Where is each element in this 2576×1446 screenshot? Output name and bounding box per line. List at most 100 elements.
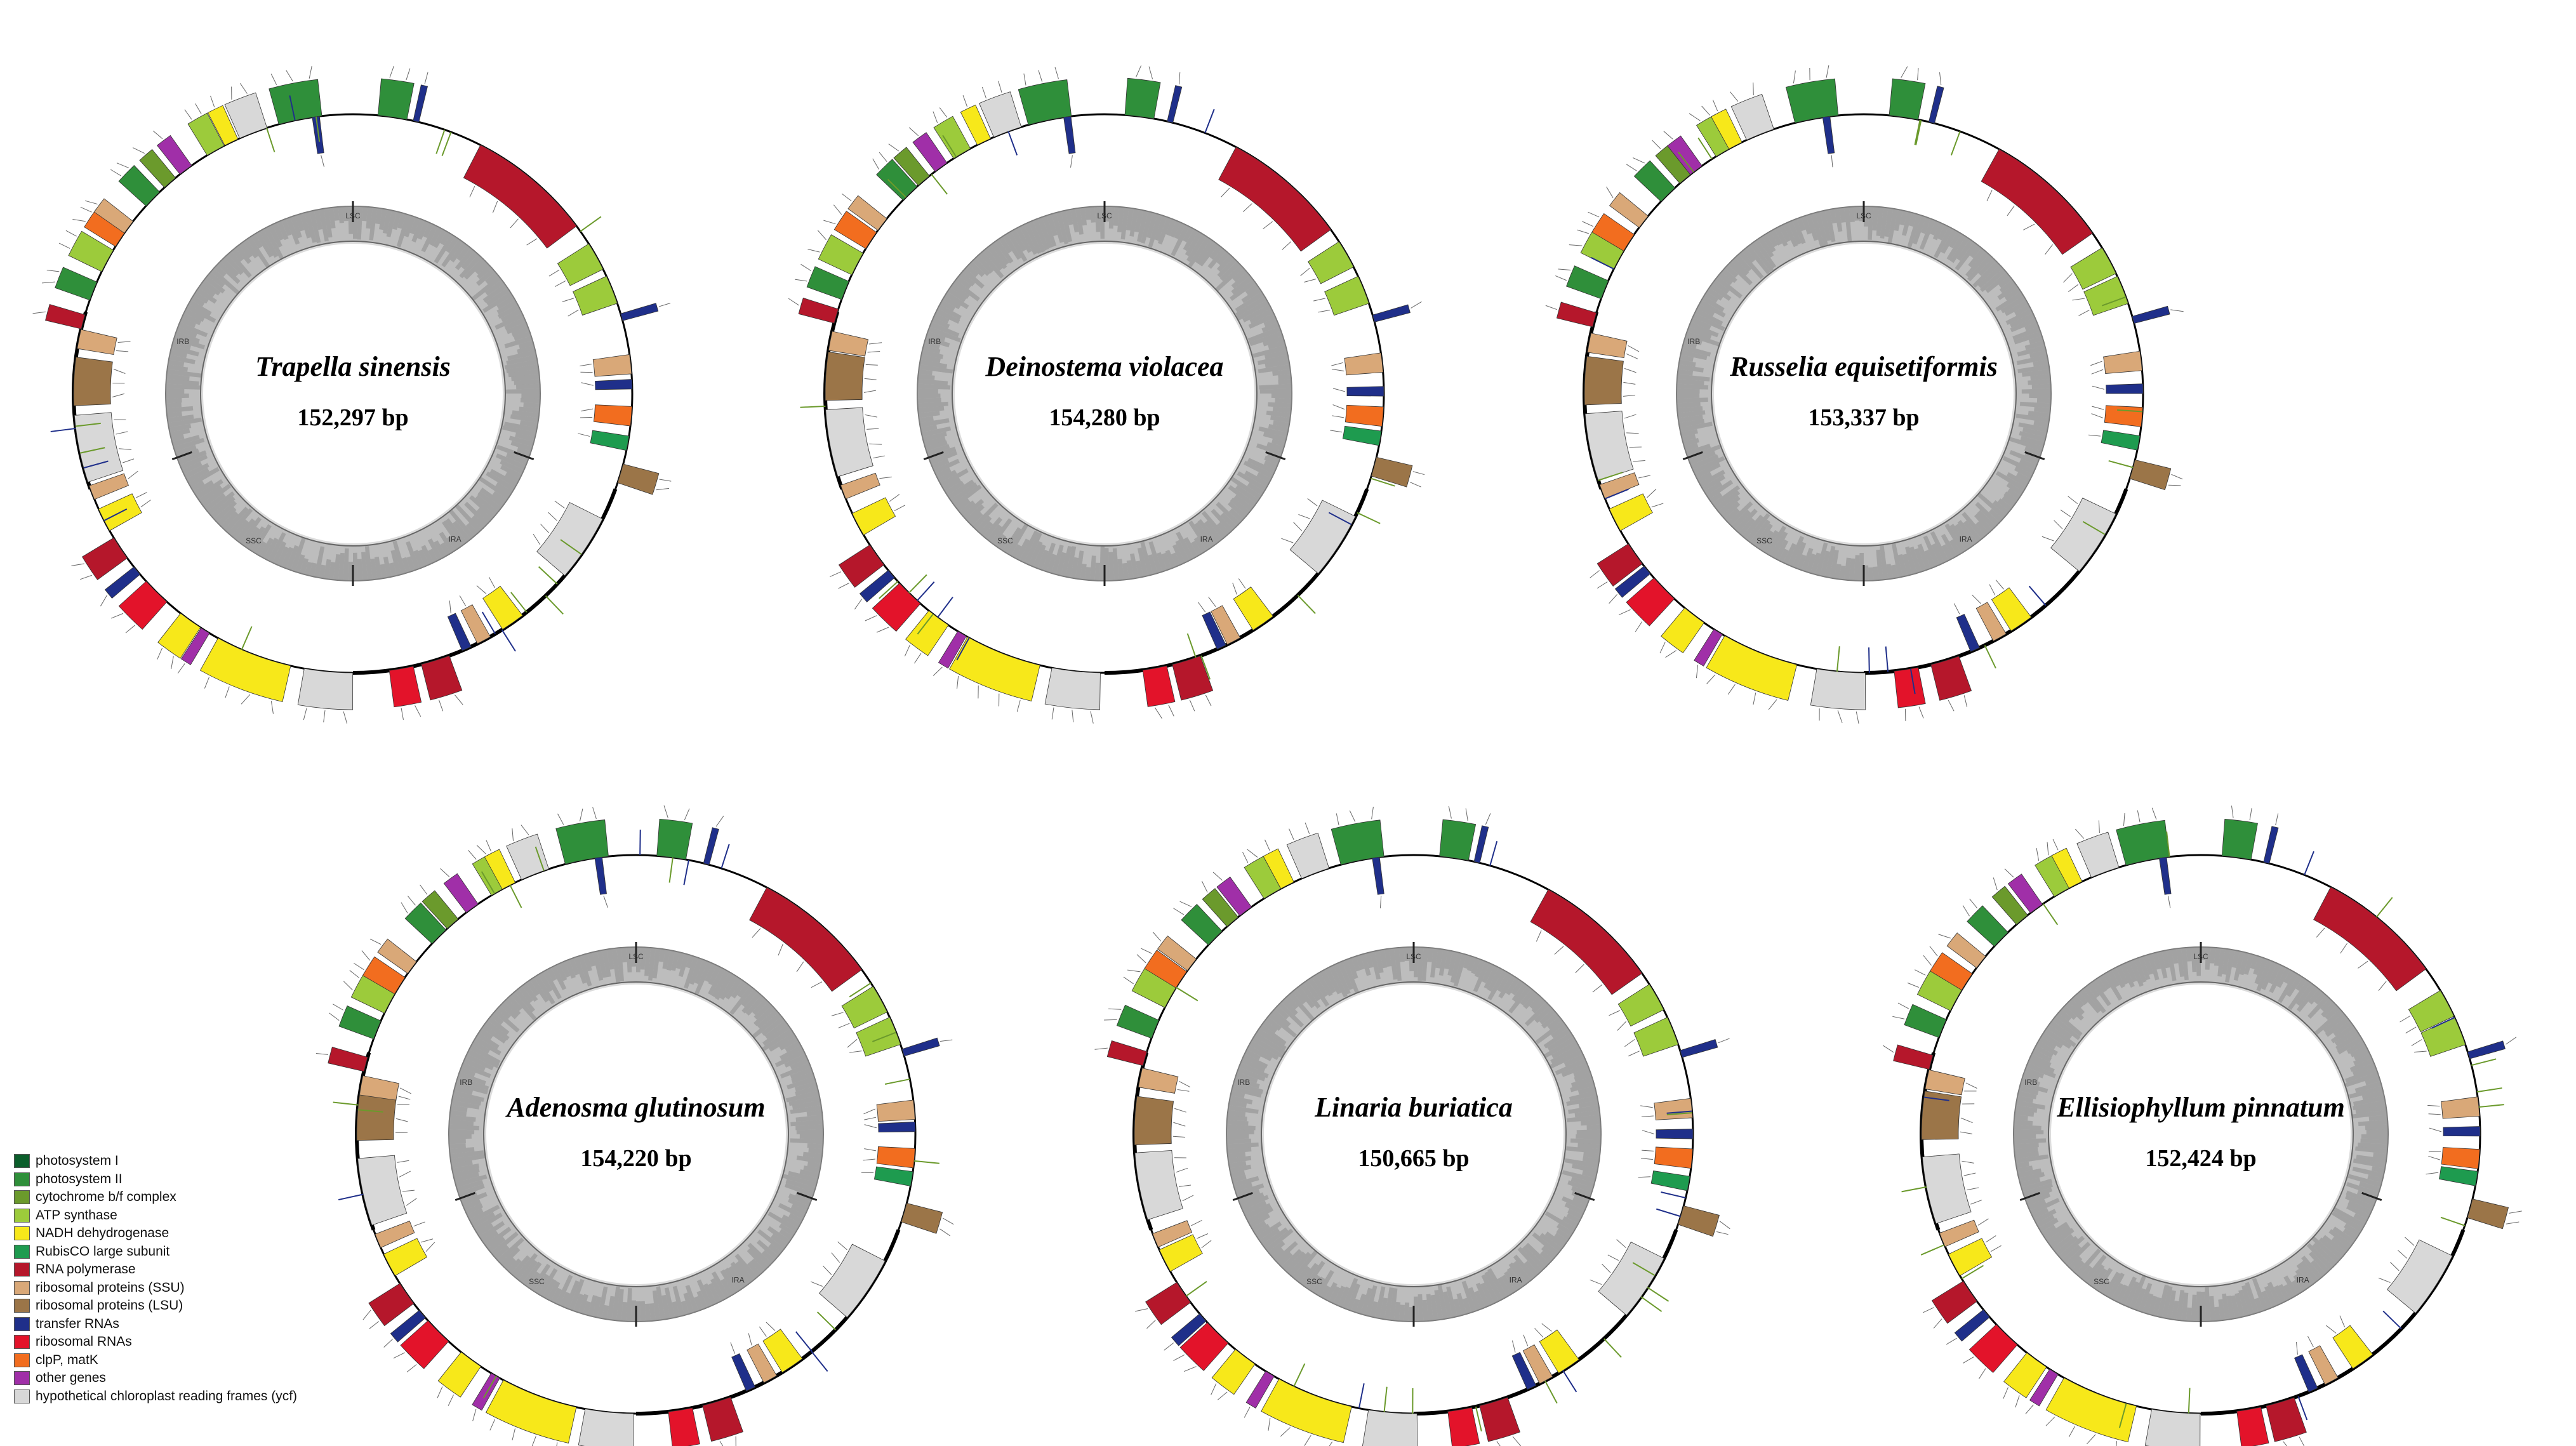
gc-bar <box>1296 1266 1311 1283</box>
gene-block <box>893 147 930 186</box>
gene-leader-line <box>389 65 394 78</box>
gc-bar <box>286 545 299 571</box>
gc-bar <box>455 1174 488 1188</box>
gc-bar <box>806 1110 823 1117</box>
gc-bar <box>2029 1198 2060 1216</box>
gc-bar <box>551 1287 562 1304</box>
gene-block <box>2386 1239 2453 1314</box>
gc-bar <box>1229 1095 1253 1104</box>
gc-bar <box>1551 1024 1569 1038</box>
gene-leader-line <box>2003 1387 2008 1399</box>
gc-bar <box>2061 1244 2081 1264</box>
gc-bar <box>490 1012 504 1025</box>
gc-bar <box>1244 470 1270 488</box>
gc-bar <box>1578 1100 1599 1108</box>
gc-bar <box>1226 1119 1249 1126</box>
gc-bar <box>482 291 513 313</box>
gc-bar <box>1122 562 1129 580</box>
gc-bar <box>2334 1028 2358 1046</box>
gene-leader-line <box>957 675 959 689</box>
gene-leader-line <box>748 1333 752 1346</box>
trna-tick <box>2082 521 2106 535</box>
gc-bar <box>1426 1294 1433 1322</box>
gc-bar <box>1176 531 1194 560</box>
gc-bar <box>169 428 190 437</box>
gene-leader-line <box>526 238 538 246</box>
gc-bar <box>1834 208 1843 232</box>
gc-bar <box>2004 287 2021 301</box>
gene-block <box>1018 79 1072 126</box>
gc-bar <box>1839 207 1846 223</box>
gc-bar <box>508 369 540 378</box>
gc-bar <box>1266 442 1284 452</box>
gc-bar <box>404 215 416 237</box>
gc-bar <box>1228 485 1256 508</box>
gc-bar <box>728 1266 747 1289</box>
gene-block <box>1233 587 1274 631</box>
gc-bar <box>1193 536 1207 554</box>
legend-label: photosystem I <box>36 1153 119 1169</box>
gene-block <box>388 666 422 708</box>
trna-tick <box>800 405 826 408</box>
gc-bar <box>747 1242 772 1267</box>
gene-leader-line <box>1154 707 1163 719</box>
gc-bar <box>1680 350 1708 361</box>
gc-bar <box>1487 1268 1508 1299</box>
gc-bar <box>505 388 540 394</box>
gc-bar <box>272 541 287 565</box>
gene-block <box>359 1075 399 1101</box>
gc-bar <box>538 972 553 992</box>
gc-bar <box>2276 967 2290 988</box>
gene-block <box>443 873 479 913</box>
gc-bar <box>578 1294 588 1314</box>
legend-item-cytochrome: cytochrome b/f complex <box>14 1188 369 1207</box>
gc-bar <box>1541 1245 1557 1260</box>
gc-bar <box>1268 340 1285 350</box>
gene-block <box>482 585 523 630</box>
gc-bar <box>1555 1058 1587 1075</box>
trna-tick <box>1950 131 1961 156</box>
legend-item-clpp-matk: clpP, matK <box>14 1351 369 1370</box>
gene-block <box>1181 904 1223 946</box>
gc-bar <box>1275 398 1292 404</box>
gc-bar <box>794 1081 817 1092</box>
gc-bar <box>715 972 734 1000</box>
gene-leader-line <box>879 476 892 479</box>
gene-leader-line <box>406 1364 417 1372</box>
gc-bar <box>2015 1104 2038 1113</box>
gc-bar <box>1216 254 1234 272</box>
gc-bar <box>790 1104 822 1114</box>
gene-leader-line <box>1592 984 1603 993</box>
gc-bar <box>1566 1115 1601 1123</box>
gene-leader-line <box>2413 1051 2427 1053</box>
gene-leader-line <box>1051 707 1054 720</box>
gc-bar <box>1779 224 1791 242</box>
gene-leader-line <box>1289 828 1294 840</box>
gc-bar <box>1011 544 1022 559</box>
gc-bar <box>1228 501 1247 519</box>
gene-block <box>2104 405 2143 427</box>
gene-block <box>1975 602 2007 642</box>
gc-bar <box>2205 947 2211 970</box>
gc-bar <box>720 1278 734 1297</box>
gc-bar <box>1332 963 1351 995</box>
gc-bar <box>1941 229 1958 254</box>
gene-leader-line <box>1588 211 1600 218</box>
gc-bar <box>919 364 953 374</box>
gc-bar <box>998 236 1012 254</box>
gene-leader-line <box>1318 309 1331 313</box>
gc-bar <box>449 1139 466 1144</box>
gc-bar <box>959 272 976 287</box>
gene-leader-line <box>2339 1315 2346 1327</box>
gc-bar <box>169 350 187 359</box>
gc-bar <box>2022 427 2047 437</box>
gene-leader-line <box>80 206 92 213</box>
gene-block <box>960 104 991 145</box>
trna-tick <box>2431 1017 2455 1029</box>
gc-bar <box>1398 1304 1405 1322</box>
gc-bar <box>917 374 935 380</box>
inverted-repeat-arc <box>71 311 93 490</box>
region-label: LSC <box>1097 211 1112 220</box>
